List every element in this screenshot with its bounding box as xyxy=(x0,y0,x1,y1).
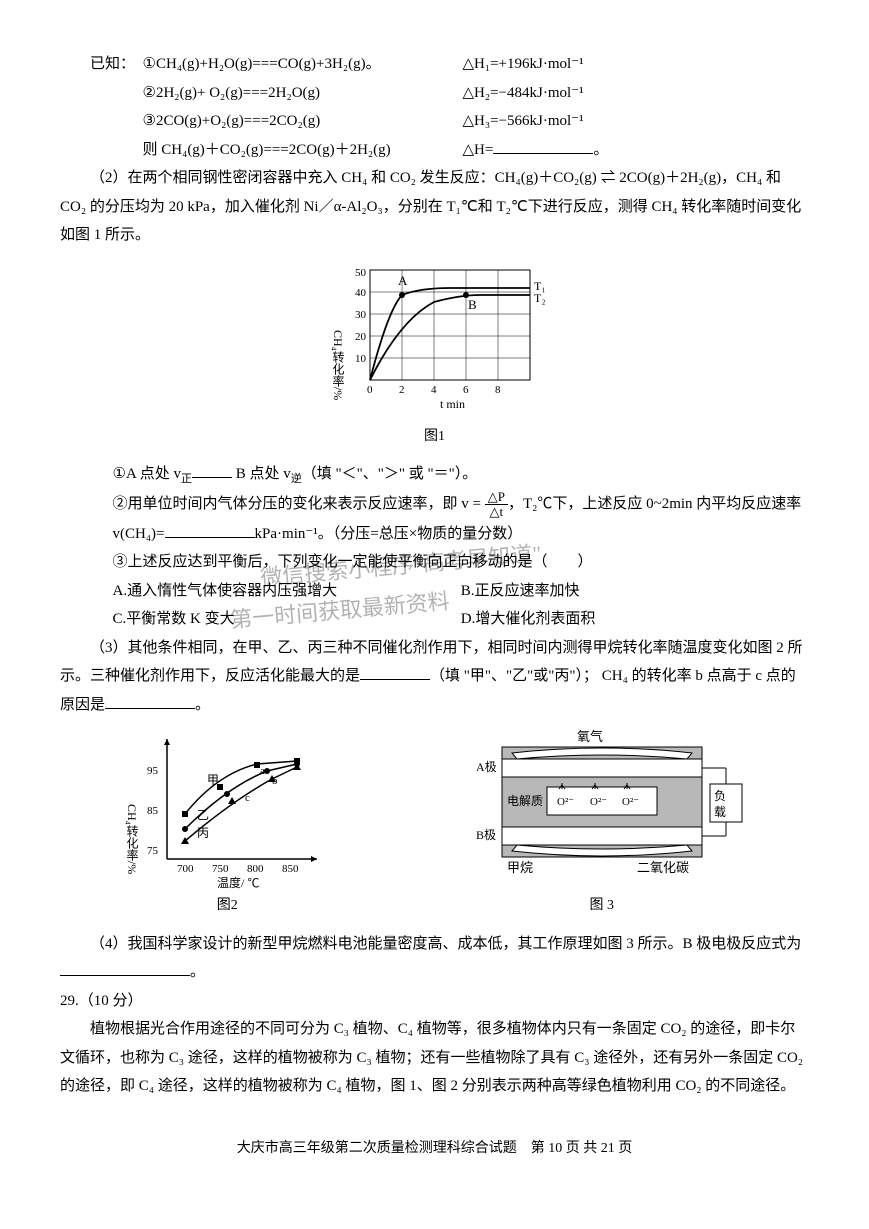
svg-text:50: 50 xyxy=(355,267,367,279)
svg-text:载: 载 xyxy=(714,805,726,819)
svg-text:丙: 丙 xyxy=(197,826,209,840)
svg-text:CH₄转化率/%: CH₄转化率/% xyxy=(331,330,345,400)
svg-text:CH₄转化率/%: CH₄转化率/% xyxy=(125,804,139,874)
svg-text:乙: 乙 xyxy=(197,808,209,822)
option-b: B.正反应速率加快 xyxy=(461,577,809,606)
para-2: （2）在两个相同钢性密闭容器中充入 CH₄ 和 CO₂ 发生反应：CH₄(g)＋… xyxy=(60,164,809,250)
question-2-1: ①A 点处 v正 B 点处 v逆（填 "＜"、"＞" 或 "＝"）。 xyxy=(60,460,809,490)
options-block: A.通入惰性气体使容器内压强增大 B.正反应速率加快 C.平衡常数 K 变大 D… xyxy=(60,577,809,634)
svg-text:二氧化碳: 二氧化碳 xyxy=(637,860,689,875)
figure-2: 75 85 95 700 750 800 850 甲 乙 丙 a b c CH₄… xyxy=(117,729,337,920)
svg-text:850: 850 xyxy=(282,863,299,875)
svg-text:40: 40 xyxy=(355,287,367,299)
eq2-right: △H₂=−484kJ·mol⁻¹ xyxy=(463,79,584,108)
svg-text:B: B xyxy=(468,297,477,312)
para-3: （3）其他条件相同，在甲、乙、丙三种不同催化剂作用下，相同时间内测得甲烷转化率随… xyxy=(60,634,809,720)
svg-text:85: 85 xyxy=(147,805,159,817)
svg-text:20: 20 xyxy=(355,331,367,343)
option-a: A.通入惰性气体使容器内压强增大 xyxy=(113,577,461,606)
question-2-3: ③上述反应达到平衡后，下列变化一定能使平衡向正向移动的是（ ） xyxy=(60,548,809,577)
known-block: 已知： ①CH₄(g)+H₂O(g)===CO(g)+3H₂(g)。 △H₁=+… xyxy=(60,50,809,164)
known-label: 已知： xyxy=(90,50,143,79)
svg-text:O²⁻: O²⁻ xyxy=(557,796,574,808)
svg-text:电解质: 电解质 xyxy=(507,794,543,808)
svg-text:10: 10 xyxy=(355,353,367,365)
svg-text:负: 负 xyxy=(714,789,726,803)
eq3-left: ③2CO(g)+O₂(g)===2CO₂(g) xyxy=(143,107,463,136)
svg-text:750: 750 xyxy=(212,863,229,875)
svg-text:温度/ ℃: 温度/ ℃ xyxy=(217,875,259,889)
eq3-right: △H₃=−566kJ·mol⁻¹ xyxy=(463,107,584,136)
svg-text:700: 700 xyxy=(177,863,194,875)
option-d: D.增大催化剂表面积 xyxy=(461,605,809,634)
page-footer: 大庆市高三年级第二次质量检测理科综合试题 第 10 页 共 21 页 xyxy=(60,1136,809,1163)
eq4-right: △H=。 xyxy=(463,136,609,165)
svg-text:A: A xyxy=(398,273,408,288)
svg-text:O²⁻: O²⁻ xyxy=(590,796,607,808)
svg-text:4: 4 xyxy=(431,384,437,396)
svg-text:0: 0 xyxy=(367,384,373,396)
figure-1: A B T₁ T₂ 10 20 30 40 50 0 2 4 6 8 t min… xyxy=(60,260,809,451)
svg-text:a: a xyxy=(260,765,265,777)
svg-text:75: 75 xyxy=(147,845,159,857)
option-c: C.平衡常数 K 变大 xyxy=(113,605,461,634)
svg-text:b: b xyxy=(272,775,278,787)
figure-3: 氧气 A极 B极 电解质 O²⁻ O²⁻ O²⁻ 负 载 甲烷 xyxy=(452,729,752,920)
svg-text:A极: A极 xyxy=(476,760,497,774)
eq4-left: 则 CH₄(g)＋CO₂(g)===2CO(g)＋2H₂(g) xyxy=(143,136,463,165)
svg-text:800: 800 xyxy=(247,863,264,875)
question-2-2: ②用单位时间内气体分压的变化来表示反应速率，即 v = △P△t，T₂℃下，上述… xyxy=(60,490,809,548)
svg-text:甲: 甲 xyxy=(207,773,219,787)
figure-row: 75 85 95 700 750 800 850 甲 乙 丙 a b c CH₄… xyxy=(60,729,809,920)
svg-text:t min: t min xyxy=(440,397,465,411)
svg-text:95: 95 xyxy=(147,765,159,777)
svg-text:c: c xyxy=(245,792,250,804)
eq1-right: △H₁=+196kJ·mol⁻¹ xyxy=(463,50,584,79)
figure-1-caption: 图1 xyxy=(60,424,809,451)
svg-text:30: 30 xyxy=(355,309,367,321)
eq2-left: ②2H₂(g)+ O₂(g)===2H₂O(g) xyxy=(143,79,463,108)
svg-text:O²⁻: O²⁻ xyxy=(622,796,639,808)
svg-text:T₂: T₂ xyxy=(534,291,546,305)
eq1-left: ①CH₄(g)+H₂O(g)===CO(g)+3H₂(g)。 xyxy=(143,50,463,79)
svg-text:氧气: 氧气 xyxy=(577,729,603,744)
svg-text:甲烷: 甲烷 xyxy=(507,860,533,875)
svg-text:B极: B极 xyxy=(476,828,496,842)
q29-heading: 29.（10 分） xyxy=(60,987,809,1016)
svg-text:6: 6 xyxy=(463,384,469,396)
q29-body: 植物根据光合作用途径的不同可分为 C₃ 植物、C₄ 植物等，很多植物体内只有一条… xyxy=(60,1015,809,1101)
svg-text:8: 8 xyxy=(495,384,501,396)
para-4: （4）我国科学家设计的新型甲烷燃料电池能量密度高、成本低，其工作原理如图 3 所… xyxy=(60,930,809,987)
svg-text:2: 2 xyxy=(399,384,405,396)
